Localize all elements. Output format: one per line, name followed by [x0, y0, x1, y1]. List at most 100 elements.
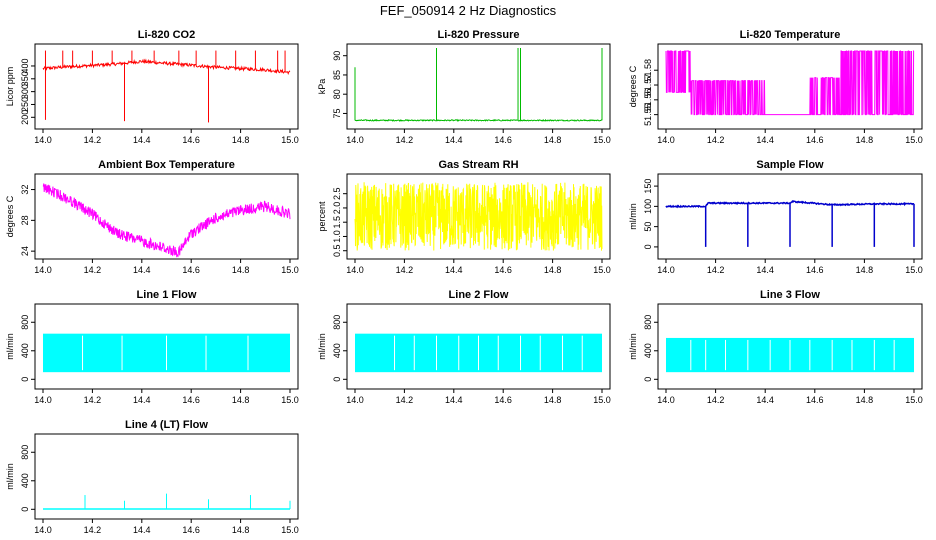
x-tick-label: 14.2 [396, 395, 414, 405]
y-tick-label: 90 [332, 51, 342, 61]
x-tick-label: 15.0 [905, 395, 923, 405]
plot-frame [346, 43, 611, 130]
y-tick-label: 400 [20, 343, 30, 358]
chart-panel-9: Line 3 Flow 14.0 14.2 14.4 14.6 14.8 15.0 0 400 8… [628, 289, 923, 405]
y-tick-label: 32 [20, 185, 30, 195]
plot-frame [657, 43, 923, 130]
y-tick-label: 800 [20, 445, 30, 460]
x-tick-label: 14.0 [657, 135, 675, 145]
plot-frame [346, 303, 611, 390]
x-tick-label: 14.6 [182, 395, 200, 405]
x-tick-label: 14.0 [657, 395, 675, 405]
y-tick-label: 200 [20, 110, 30, 125]
y-tick-label: 2.5 [332, 187, 342, 200]
plot-frame [34, 173, 299, 260]
x-tick-label: 14.4 [133, 265, 151, 275]
chart-title: Li-820 Pressure [438, 29, 520, 41]
x-tick-label: 15.0 [593, 135, 611, 145]
y-tick-label: 800 [643, 315, 653, 330]
x-tick-label: 14.6 [494, 395, 512, 405]
x-tick-label: 15.0 [281, 135, 299, 145]
chart-panel-10: Line 4 (LT) Flow 14.0 14.2 14.4 14.6 14.8 15.0… [5, 419, 299, 535]
chart-title: Line 1 Flow [137, 289, 197, 301]
chart-panel-3: Li-820 Temperature 14.0 14.2 14.4 14.6 14.8 15… [628, 29, 923, 145]
y-axis-label: ml/min [628, 333, 638, 360]
x-tick-label: 15.0 [281, 395, 299, 405]
chart-title: Li-820 Temperature [740, 29, 841, 41]
y-tick-label: 400 [20, 58, 30, 73]
y-axis-label: percent [317, 201, 327, 232]
y-tick-label: 75 [332, 108, 342, 118]
plot-frame [34, 43, 299, 130]
y-tick-label: 100 [643, 199, 653, 214]
chart-title: Gas Stream RH [438, 159, 518, 171]
x-tick-label: 14.8 [544, 265, 562, 275]
x-tick-label: 15.0 [281, 265, 299, 275]
chart-panel-5: Gas Stream RH 14.0 14.2 14.4 14.6 14.8 15.0 0.5… [317, 159, 611, 275]
chart-title: Line 2 Flow [449, 289, 509, 301]
page-title: FEF_050914 2 Hz Diagnostics [379, 3, 557, 18]
plot-frame [34, 433, 299, 520]
y-tick-label: 300 [20, 84, 30, 99]
x-tick-label: 14.8 [232, 525, 250, 535]
x-tick-label: 15.0 [281, 525, 299, 535]
x-tick-label: 15.0 [593, 265, 611, 275]
x-tick-label: 14.0 [657, 265, 675, 275]
x-tick-label: 14.2 [707, 265, 725, 275]
series-line [42, 58, 291, 75]
x-tick-label: 15.0 [593, 395, 611, 405]
y-axis-label: degrees C [5, 195, 15, 237]
x-tick-label: 14.6 [806, 265, 824, 275]
y-tick-label: 50 [643, 222, 653, 232]
chart-title: Li-820 CO2 [138, 29, 195, 41]
x-tick-label: 14.4 [133, 395, 151, 405]
y-tick-label: 28 [20, 215, 30, 225]
x-tick-label: 14.0 [346, 395, 364, 405]
x-tick-label: 14.2 [396, 265, 414, 275]
x-tick-label: 14.4 [445, 265, 463, 275]
y-tick-label: 0 [332, 377, 342, 382]
x-tick-label: 14.6 [494, 135, 512, 145]
series-line [354, 182, 603, 251]
plot-frame [657, 173, 923, 260]
x-tick-label: 15.0 [905, 265, 923, 275]
y-axis-label: Licor ppm [5, 67, 15, 107]
y-axis-label: ml/min [628, 203, 638, 230]
plot-frame [657, 303, 923, 390]
x-tick-label: 14.8 [232, 135, 250, 145]
x-tick-label: 14.8 [856, 135, 874, 145]
y-tick-label: 0 [643, 377, 653, 382]
y-axis-label: kPa [317, 79, 327, 95]
chart-title: Line 3 Flow [760, 289, 820, 301]
y-tick-label: 85 [332, 70, 342, 80]
x-tick-label: 14.8 [856, 265, 874, 275]
y-axis-label: ml/min [5, 333, 15, 360]
y-tick-label: 350 [20, 71, 30, 86]
x-tick-label: 14.8 [544, 135, 562, 145]
y-tick-label: 800 [20, 315, 30, 330]
plot-frame [346, 173, 611, 260]
x-tick-label: 14.4 [756, 265, 774, 275]
x-tick-label: 14.4 [445, 135, 463, 145]
x-tick-label: 14.6 [182, 265, 200, 275]
y-tick-label: 400 [332, 343, 342, 358]
chart-panel-7: Line 1 Flow 14.0 14.2 14.4 14.6 14.8 15.0 0 400 8… [5, 289, 299, 405]
y-tick-label: 800 [332, 315, 342, 330]
chart-panel-1: Li-820 CO2 14.0 14.2 14.4 14.6 14.8 15.0 200250… [5, 29, 299, 145]
series-line [354, 118, 603, 122]
y-tick-label: 0 [643, 244, 653, 249]
chart-title: Sample Flow [756, 159, 824, 171]
y-tick-label: 0 [20, 377, 30, 382]
x-tick-label: 14.4 [756, 395, 774, 405]
x-tick-label: 14.8 [856, 395, 874, 405]
y-tick-label: 51.56 [643, 89, 653, 112]
x-tick-label: 14.2 [84, 395, 102, 405]
x-tick-label: 14.0 [34, 135, 52, 145]
y-tick-label: 400 [643, 343, 653, 358]
y-tick-label: 1.5 [332, 216, 342, 229]
y-tick-label: 0 [20, 507, 30, 512]
x-tick-label: 14.2 [84, 265, 102, 275]
y-tick-label: 150 [643, 179, 653, 194]
x-tick-label: 14.6 [182, 135, 200, 145]
